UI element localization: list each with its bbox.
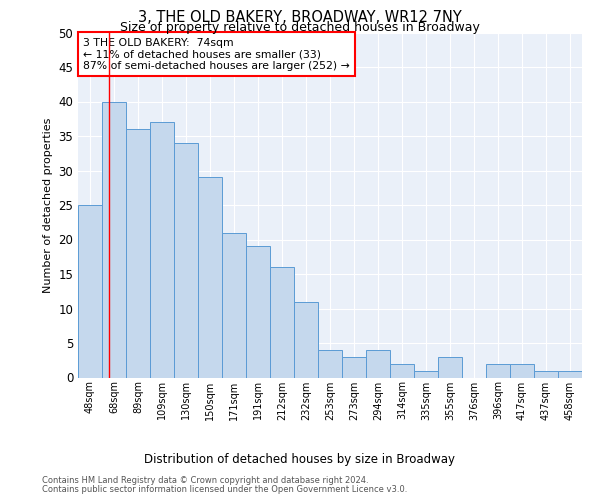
Bar (78, 205, 102, 378)
Text: 3 THE OLD BAKERY:  74sqm
← 11% of detached houses are smaller (33)
87% of semi-d: 3 THE OLD BAKERY: 74sqm ← 11% of detache… (83, 38, 350, 71)
Bar (558, 370, 582, 378)
Text: Contains HM Land Registry data © Crown copyright and database right 2024.: Contains HM Land Registry data © Crown c… (42, 476, 368, 485)
Bar (174, 143, 198, 378)
Bar (342, 357, 366, 378)
Text: Distribution of detached houses by size in Broadway: Distribution of detached houses by size … (145, 452, 455, 466)
Bar (126, 129, 150, 378)
Bar (510, 364, 534, 378)
Bar (102, 102, 126, 378)
Bar (390, 364, 414, 378)
Bar (222, 232, 246, 378)
Text: 3, THE OLD BAKERY, BROADWAY, WR12 7NY: 3, THE OLD BAKERY, BROADWAY, WR12 7NY (138, 10, 462, 25)
Bar (294, 302, 318, 378)
Bar (150, 122, 174, 378)
Bar (198, 178, 222, 378)
Bar (366, 350, 390, 378)
Bar (486, 364, 510, 378)
Bar (246, 246, 270, 378)
Bar (270, 267, 294, 378)
Bar (414, 370, 438, 378)
Bar (438, 357, 462, 378)
Text: Contains public sector information licensed under the Open Government Licence v3: Contains public sector information licen… (42, 485, 407, 494)
Text: Size of property relative to detached houses in Broadway: Size of property relative to detached ho… (120, 21, 480, 34)
Bar (318, 350, 342, 378)
Bar (534, 370, 558, 378)
Y-axis label: Number of detached properties: Number of detached properties (43, 118, 53, 292)
